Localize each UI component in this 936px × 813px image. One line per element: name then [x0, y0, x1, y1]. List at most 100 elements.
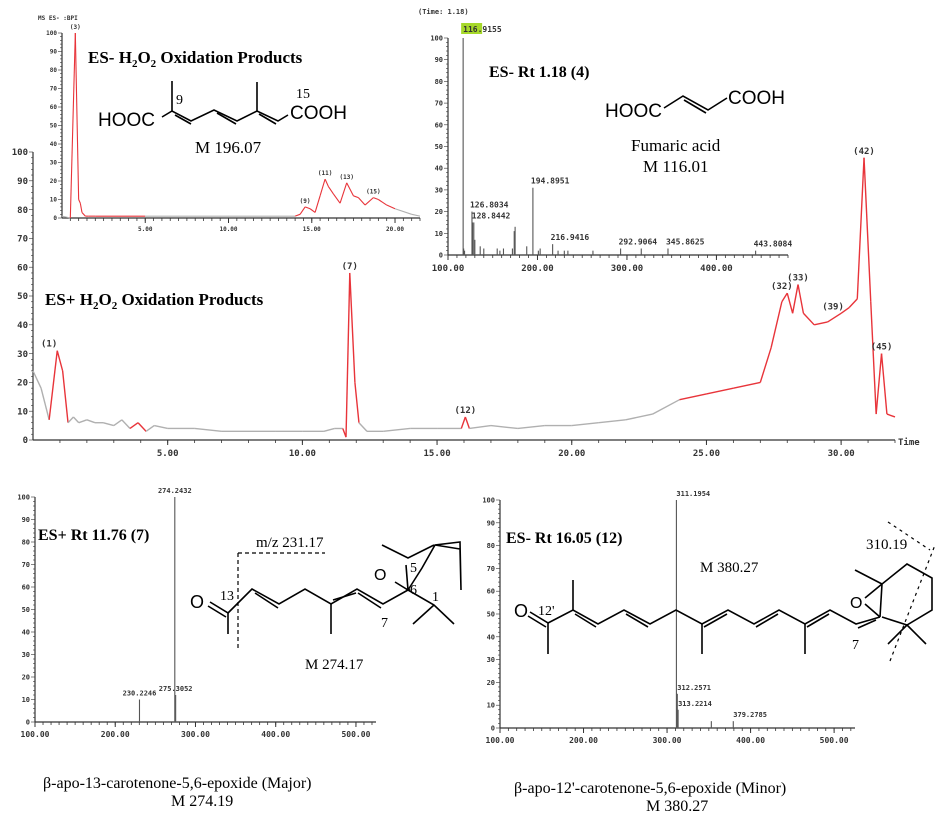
peak-label: (13): [340, 174, 354, 181]
x-tick-label: 300.00: [611, 264, 644, 274]
inset-header: MS ES- :BPI: [38, 15, 78, 22]
y-tick-label: 50: [435, 143, 443, 151]
c15-acid-structure: [161, 81, 289, 125]
x-tick-label: 15.00: [424, 449, 451, 459]
carotenone-13-position-5: 5: [410, 561, 417, 576]
y-tick-label: 80: [17, 206, 28, 216]
x-tick-label: 500.00: [820, 736, 849, 745]
y-tick-label: 40: [487, 633, 495, 641]
fragment-310-label: 310.19: [866, 537, 907, 553]
trace-segment: [102, 422, 114, 427]
trace-segment: [856, 157, 865, 299]
y-tick-label: 90: [22, 516, 30, 524]
y-tick-label: 90: [487, 519, 495, 527]
spectrum-3-title: ES- Rt 16.05 (12): [506, 530, 622, 547]
trace-segment: [349, 272, 356, 383]
fragment-cleavage-line-2: [887, 521, 936, 662]
peak-mz-label: 194.8951: [531, 177, 570, 186]
fumaric-left-group: HOOC: [605, 101, 662, 122]
y-tick-label: 20: [17, 379, 28, 389]
y-tick-label: 20: [435, 208, 443, 216]
y-tick-label: 80: [487, 542, 495, 550]
carotenone-13-position-13: 13: [220, 589, 234, 604]
carotenone-13-caption-mass: M 274.19: [171, 793, 233, 810]
y-tick-label: 100: [430, 34, 443, 42]
y-tick-label: 10: [22, 696, 30, 704]
base-peak-highlight-text: 116: [463, 25, 478, 34]
fumaric-acid-structure: [663, 95, 728, 114]
trace-segment: [781, 292, 788, 303]
trace-segment: [81, 212, 86, 217]
trace-segment: [863, 157, 872, 302]
y-tick-label: 10: [487, 702, 495, 710]
peak-label: (7): [342, 262, 358, 272]
peak-mz-label: 312.2571: [677, 684, 711, 692]
y-tick-label: 60: [435, 121, 443, 129]
x-tick-label: 100.00: [21, 730, 50, 739]
x-tick-label: 5.00: [138, 226, 153, 233]
peak-mz-label: 275.3052: [159, 685, 193, 693]
x-tick-label: 500.00: [341, 730, 370, 739]
x-tick-label: 5.00: [157, 449, 179, 459]
c15-acid-position-9: 9: [176, 93, 183, 108]
x-tick-label: 25.00: [693, 449, 720, 459]
trace-segment: [299, 206, 306, 215]
x-tick-label: 400.00: [261, 730, 290, 739]
y-tick-label: 60: [487, 588, 495, 596]
trace-segment: [827, 312, 842, 323]
trace-segment: [517, 424, 545, 430]
trace-segment: [383, 427, 411, 433]
trace-segment: [652, 399, 680, 415]
trace-segment: [314, 195, 321, 213]
trace-segment: [79, 203, 83, 213]
peak-label: (11): [318, 170, 332, 177]
carotenone-13-structure: [207, 541, 462, 634]
y-tick-label: 80: [435, 78, 443, 86]
spectrum-time-header: (Time: 1.18): [418, 8, 469, 16]
trace-segment: [327, 186, 334, 195]
carotenone-12-structure: [527, 563, 933, 654]
trace-segment: [145, 425, 155, 432]
y-tick-label: 30: [435, 186, 443, 194]
y-tick-label: 50: [22, 606, 30, 614]
trace-segment: [354, 382, 360, 423]
inset-title: ES- H2O2 Oxidation Products: [88, 48, 303, 70]
c15-acid-mass: M 196.07: [195, 138, 262, 157]
trace-segment: [154, 424, 168, 430]
y-tick-label: 60: [22, 583, 30, 591]
trace-segment: [598, 419, 626, 424]
y-tick-label: 70: [17, 235, 28, 245]
x-tick-label: 200.00: [101, 730, 130, 739]
x-tick-label: 300.00: [181, 730, 210, 739]
trace-segment: [61, 215, 71, 219]
spectrum-rt-11-76: 0 10 20 30 40 50 60 70 80 90 100 100.00 200.00 300.00…: [17, 487, 376, 739]
y-tick-label: 30: [50, 160, 58, 167]
spectrum-rt-1-18: 0 10 20 30 40 50 60 70 80 90 100 100.00 200.00 300.00…: [430, 23, 792, 274]
y-tick-label: 30: [17, 350, 28, 360]
y-tick-label: 80: [22, 538, 30, 546]
trace-segment: [490, 424, 518, 430]
carotenone-12-position-7: 7: [852, 638, 859, 653]
carotenone-12-epoxide-oxygen: O: [850, 595, 862, 612]
peak-mz-label: 128.8442: [472, 211, 511, 220]
x-tick-label: 200.00: [521, 264, 554, 274]
trace-segment: [137, 422, 147, 432]
trace-segment: [378, 199, 388, 206]
trace-segment: [469, 424, 492, 430]
carotenone-13-position-7: 7: [381, 616, 388, 631]
spectrum-2-title: ES+ Rt 11.76 (7): [38, 527, 149, 544]
fragment-mz-label: m/z 231.17: [256, 535, 324, 551]
peak-label: (42): [853, 147, 875, 157]
peak-mz-label: 379.2785: [733, 711, 767, 719]
trace-segment: [460, 416, 467, 429]
x-tick-label: 20.00: [558, 449, 585, 459]
trace-segment: [814, 321, 828, 326]
y-tick-label: 90: [435, 56, 443, 64]
y-tick-label: 0: [23, 436, 28, 446]
trace-segment: [706, 387, 734, 395]
trace-segment: [78, 199, 81, 204]
spectrum-rt-16-05: 0 10 20 30 40 50 60 70 80 90 100 100.00 200.00 300.00…: [482, 490, 855, 745]
peak-mz-label: 443.8084: [754, 240, 793, 249]
carotenone-12-oxygen: O: [514, 601, 528, 621]
